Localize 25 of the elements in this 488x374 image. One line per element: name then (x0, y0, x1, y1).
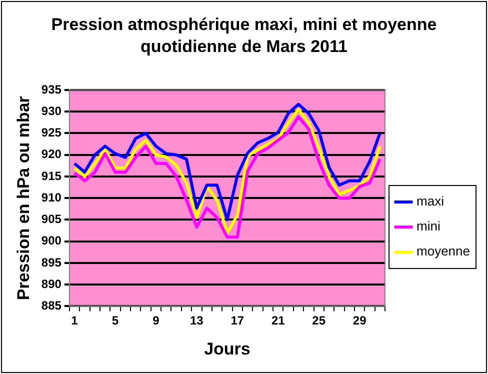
x-tick-label: 17 (230, 314, 244, 328)
y-tick-label: 925 (41, 126, 62, 140)
x-axis-title: Jours (204, 339, 250, 358)
legend-label: maxi (416, 194, 444, 209)
chart-title: Pression atmosphérique maxi, mini et moyenne quotidienne de Mars 2011 (50, 14, 438, 58)
x-tick-label: 1 (71, 314, 78, 328)
legend-label: moyenne (416, 244, 470, 259)
y-tick-label: 895 (41, 255, 62, 270)
y-tick-label: 900 (41, 234, 62, 248)
y-tick-label: 885 (41, 298, 62, 313)
y-tick-label: 905 (41, 212, 62, 226)
y-tick-label: 930 (41, 104, 62, 118)
x-tick-label: 9 (152, 314, 160, 328)
legend-label: mini (416, 218, 440, 234)
x-tick-label: 21 (271, 314, 286, 328)
y-tick-label: 915 (41, 168, 62, 183)
y-axis-title: Pression en hPa ou mbar (14, 96, 33, 300)
x-tick-label: 5 (112, 314, 119, 328)
x-tick-label: 13 (190, 314, 204, 328)
x-tick-label: 29 (352, 314, 367, 328)
y-tick-label: 920 (41, 147, 62, 162)
x-tick-label: 25 (312, 314, 326, 328)
y-tick-label: 890 (41, 276, 62, 291)
y-tick-label: 935 (41, 82, 62, 96)
y-tick-label: 910 (41, 190, 62, 204)
